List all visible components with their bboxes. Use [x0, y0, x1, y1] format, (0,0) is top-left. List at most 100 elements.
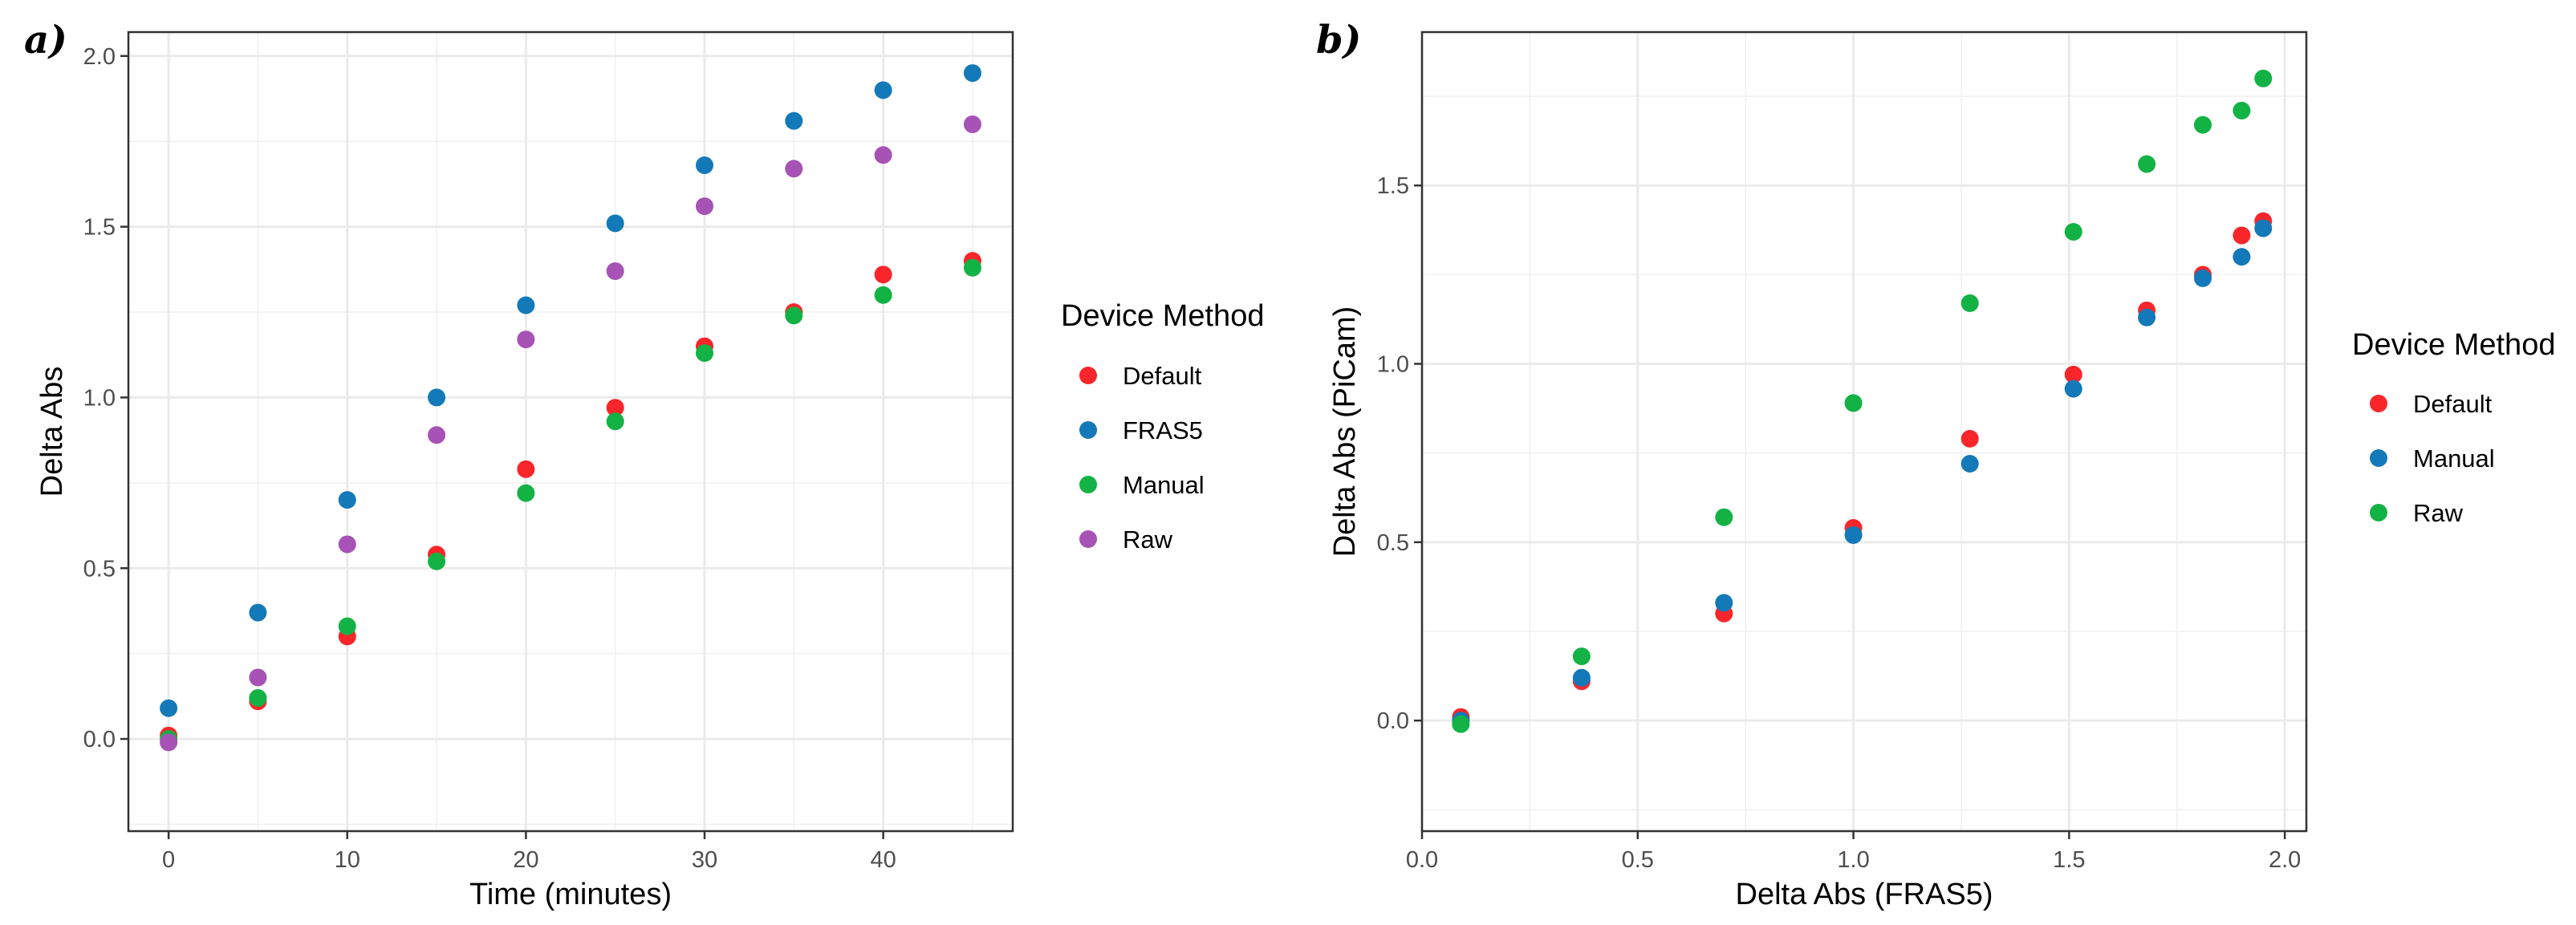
panel-b-point-raw [2064, 223, 2082, 241]
panel-a-legend-title: Device Method [1061, 299, 1264, 333]
panel-a-x-tick-label: 20 [513, 847, 538, 873]
panel-b-x-tick-label: 0.0 [1406, 847, 1438, 873]
panel-a-point-raw [695, 197, 713, 216]
panel-b-point-raw [2233, 101, 2251, 120]
panel-a-point-fras5 [785, 112, 803, 130]
panel-b-plot-border [1420, 30, 2308, 833]
panel-a-point-fras5 [695, 156, 713, 174]
panel-b-point-manual [2138, 308, 2156, 327]
panel-a-point-fras5 [160, 699, 178, 717]
panel-a-point-manual [428, 552, 446, 570]
panel-b-point-manual [1715, 594, 1733, 612]
panel-a-x-tick-label: 40 [870, 847, 896, 873]
panel-b-grid [1420, 32, 2306, 831]
panel-a-x-axis-title: Time (minutes) [469, 878, 672, 911]
panel-b-x-tick-label: 1.5 [2053, 847, 2085, 873]
panel-a-point-raw [517, 331, 535, 349]
panel-a-point-fras5 [338, 491, 356, 509]
panel-b-point-raw [1715, 508, 1733, 526]
panel-a-point-manual [695, 344, 713, 363]
panel-b-point-manual [1572, 668, 1591, 687]
panel-b-point-raw [1572, 647, 1591, 666]
panel-a-y-tick-label: 1.5 [83, 215, 116, 241]
panel-b-point-manual [1844, 525, 1863, 544]
panel-b-point-raw [2138, 155, 2156, 173]
panel-a-point-fras5 [517, 296, 535, 314]
panel-a-grid [128, 32, 1013, 831]
panel-b-legend-label-raw: Raw [2413, 499, 2464, 527]
panel-b-point-default [1960, 429, 1979, 448]
panel-b-y-tick-label: 0.5 [1377, 530, 1409, 556]
panel-a-point-manual [785, 306, 803, 325]
panel-a-x-axis: 0 10 20 30 40 [162, 831, 896, 873]
panel-b-legend-title: Device Method [2352, 328, 2555, 362]
panel-a-x-tick-label: 10 [335, 847, 360, 873]
panel-a-legend-label-raw: Raw [1123, 525, 1173, 554]
panel-b-point-default [2233, 226, 2251, 245]
panel-b-x-tick-label: 0.5 [1622, 847, 1654, 873]
panel-b-point-manual [1960, 455, 1979, 473]
panel-b-point-manual [2193, 269, 2212, 287]
panel-a-tag: a) [24, 18, 67, 63]
panel-b-y-tick-label: 0.0 [1377, 708, 1409, 734]
panel-a-y-axis-title: Delta Abs [35, 367, 69, 497]
panel-a-x-tick-label: 30 [692, 847, 717, 873]
panel-b-legend-label-manual: Manual [2413, 444, 2495, 473]
panel-a-y-axis: 0.0 0.5 1.0 1.5 2.0 [83, 44, 128, 753]
panel-b-point-default [2064, 365, 2082, 383]
panel-a-point-manual [874, 286, 892, 304]
panel-b-x-axis-title: Delta Abs (FRAS5) [1736, 878, 1993, 911]
panel-b-point-manual [2233, 248, 2251, 266]
panel-a-y-tick-label: 2.0 [83, 44, 116, 70]
panel-a-point-fras5 [249, 603, 267, 622]
panel-b-y-axis-title: Delta Abs (PiCam) [1328, 306, 1362, 558]
panel-a-point-default [517, 460, 535, 478]
panel-a-point-raw [963, 115, 981, 133]
panel-a-point-manual [517, 484, 535, 502]
panel-b-x-tick-label: 1.0 [1837, 847, 1869, 873]
panel-a-point-default [606, 399, 624, 417]
panel-b-y-axis: 0.0 0.5 1.0 1.5 [1377, 173, 1422, 734]
panel-a-y-tick-label: 0.5 [83, 556, 116, 582]
panel-b-legend-key-raw [2370, 504, 2387, 521]
panel-a-point-manual [338, 617, 356, 635]
panel-a-legend-key-manual [1079, 476, 1097, 493]
panel-a-point-fras5 [874, 81, 892, 99]
panel-a-y-tick-label: 1.0 [83, 385, 116, 411]
panel-a-point-raw [874, 146, 892, 164]
panel-a: a) 0 10 20 30 40 0.0 0.5 1.0 1.5 2.0 Time (minut… [24, 18, 1264, 911]
panel-a-point-fras5 [963, 64, 981, 83]
panel-a-legend: Device Method Default FRAS5 Manual Raw [1061, 299, 1264, 554]
panel-a-legend-label-default: Default [1123, 362, 1202, 390]
panel-a-points [160, 64, 981, 752]
panel-b: b) 0.0 0.5 1.0 1.5 2.0 0.0 0.5 1.0 1.5 Delta Ab… [1316, 18, 2555, 911]
panel-b-point-raw [1844, 394, 1863, 412]
panel-b-point-raw [2254, 69, 2273, 87]
panel-a-point-raw [338, 535, 356, 554]
panel-b-x-tick-label: 2.0 [2269, 847, 2301, 873]
panel-a-point-fras5 [428, 388, 446, 407]
panel-a-legend-key-default [1079, 367, 1097, 384]
panel-a-x-tick-label: 0 [162, 847, 175, 873]
panel-b-legend-key-default [2370, 395, 2387, 412]
panel-b-points [1452, 69, 2273, 733]
panel-b-x-axis: 0.0 0.5 1.0 1.5 2.0 [1406, 831, 2301, 873]
panel-b-legend-key-manual [2370, 449, 2387, 467]
panel-a-legend-key-raw [1079, 530, 1097, 548]
panel-a-point-raw [606, 262, 624, 280]
panel-a-legend-key-fras5 [1079, 421, 1097, 439]
panel-a-point-default [874, 266, 892, 284]
panel-b-point-raw [1452, 715, 1470, 733]
panel-a-point-raw [160, 733, 178, 752]
panel-a-legend-label-manual: Manual [1123, 471, 1205, 499]
panel-a-point-fras5 [606, 214, 624, 233]
panel-b-y-tick-label: 1.0 [1377, 352, 1409, 378]
panel-b-legend-label-default: Default [2413, 390, 2493, 418]
panel-a-point-raw [428, 426, 446, 444]
panel-a-point-manual [606, 412, 624, 431]
panel-a-plot-border [127, 30, 1014, 833]
panel-b-y-tick-label: 1.5 [1377, 173, 1409, 199]
panel-a-legend-label-fras5: FRAS5 [1123, 416, 1203, 444]
panel-a-point-raw [785, 160, 803, 178]
